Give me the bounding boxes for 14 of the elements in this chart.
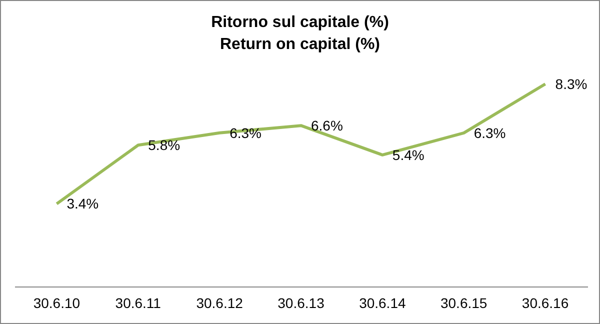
data-label: 8.3% [555,76,588,92]
x-tick-label: 30.6.10 [33,295,80,311]
x-tick-label: 30.6.14 [359,295,406,311]
x-tick-label: 30.6.13 [278,295,325,311]
x-tick-label: 30.6.16 [522,295,569,311]
chart-title: Ritorno sul capitale (%) Return on capital (%) [211,14,389,53]
data-label: 3.4% [66,196,99,212]
data-label: 6.3% [474,124,506,141]
data-label: 5.8% [148,137,180,154]
data-label: 5.4% [392,146,424,163]
x-tick-label: 30.6.15 [440,295,488,311]
x-tick-label: 30.6.12 [196,295,244,311]
x-tick-label: 30.6.11 [115,295,162,311]
data-label: 6.6% [311,117,343,134]
